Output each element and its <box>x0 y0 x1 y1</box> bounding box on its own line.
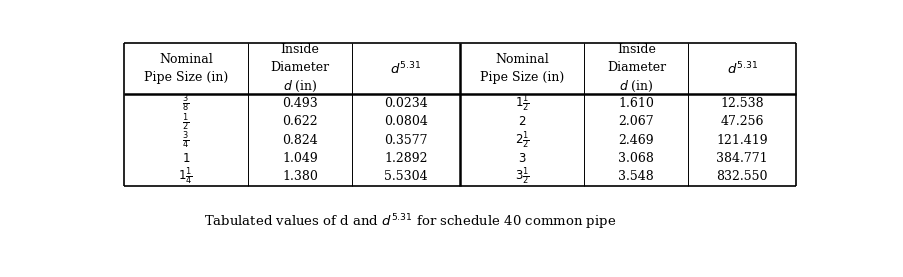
Text: $1$: $1$ <box>182 152 190 165</box>
Text: 1.610: 1.610 <box>618 97 654 110</box>
Text: Inside
Diameter
$d$ (in): Inside Diameter $d$ (in) <box>606 43 666 94</box>
Text: $2$: $2$ <box>517 115 526 128</box>
Text: 0.824: 0.824 <box>282 134 318 147</box>
Text: $d^{5.31}$: $d^{5.31}$ <box>390 60 421 77</box>
Text: 0.0234: 0.0234 <box>384 97 427 110</box>
Text: 0.3577: 0.3577 <box>384 134 427 147</box>
Text: 832.550: 832.550 <box>716 170 768 183</box>
Text: $3\frac{1}{2}$: $3\frac{1}{2}$ <box>514 166 529 188</box>
Text: 0.0804: 0.0804 <box>384 115 427 128</box>
Text: 47.256: 47.256 <box>720 115 763 128</box>
Text: 121.419: 121.419 <box>716 134 768 147</box>
Text: 1.049: 1.049 <box>282 152 318 165</box>
Text: 1.2892: 1.2892 <box>384 152 427 165</box>
Text: $\frac{1}{2}$: $\frac{1}{2}$ <box>182 111 189 133</box>
Text: $1\frac{1}{4}$: $1\frac{1}{4}$ <box>178 166 193 188</box>
Text: 0.622: 0.622 <box>282 115 318 128</box>
Text: $d^{5.31}$: $d^{5.31}$ <box>726 60 757 77</box>
Text: $2\frac{1}{2}$: $2\frac{1}{2}$ <box>514 129 529 151</box>
Text: $1\frac{1}{2}$: $1\frac{1}{2}$ <box>514 93 529 114</box>
Text: 3.548: 3.548 <box>618 170 654 183</box>
Text: 0.493: 0.493 <box>282 97 318 110</box>
Text: 2.469: 2.469 <box>618 134 654 147</box>
Text: Nominal
Pipe Size (in): Nominal Pipe Size (in) <box>144 53 228 84</box>
Text: 2.067: 2.067 <box>618 115 654 128</box>
Text: 384.771: 384.771 <box>716 152 768 165</box>
Text: Tabulated values of d and $d^{5.31}$ for schedule 40 common pipe: Tabulated values of d and $d^{5.31}$ for… <box>204 212 616 232</box>
Text: $3$: $3$ <box>517 152 526 165</box>
Text: $\frac{3}{8}$: $\frac{3}{8}$ <box>182 93 189 114</box>
Text: 5.5304: 5.5304 <box>384 170 427 183</box>
Text: 12.538: 12.538 <box>720 97 763 110</box>
Text: $\frac{3}{4}$: $\frac{3}{4}$ <box>182 129 189 151</box>
Text: Nominal
Pipe Size (in): Nominal Pipe Size (in) <box>479 53 563 84</box>
Text: Inside
Diameter
$d$ (in): Inside Diameter $d$ (in) <box>270 43 330 94</box>
Text: 1.380: 1.380 <box>282 170 318 183</box>
Text: 3.068: 3.068 <box>618 152 654 165</box>
